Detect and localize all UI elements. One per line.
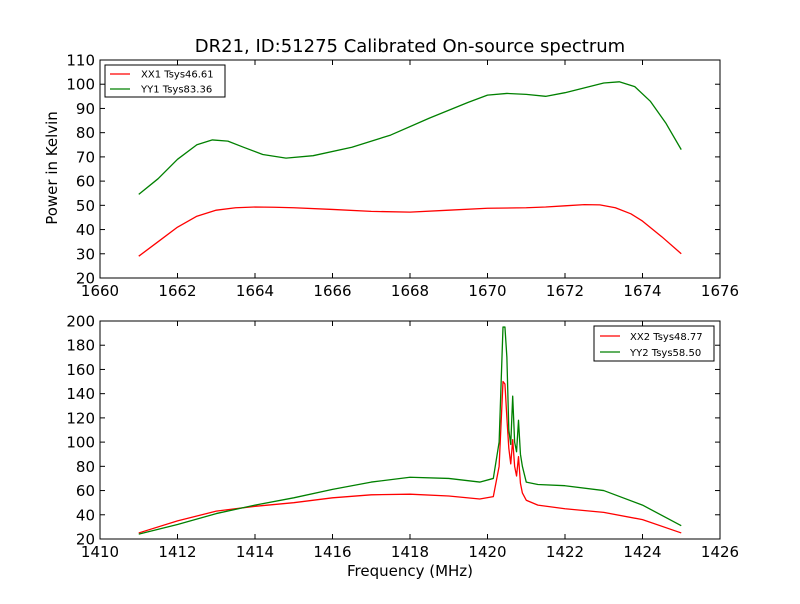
top-legend: XX1 Tsys46.61 YY1 Tsys83.36 xyxy=(104,64,226,98)
series-line-0-1 xyxy=(138,81,682,195)
y-tick-label: 100 xyxy=(66,76,95,94)
legend-entry-yy1: YY1 Tsys83.36 xyxy=(140,85,212,96)
legend-frame xyxy=(593,325,715,362)
y-axis-label: Power in Kelvin xyxy=(43,111,61,225)
x-tick-label: 1660 xyxy=(81,282,119,300)
x-tick-label: 1414 xyxy=(236,543,274,561)
bottom-legend: XX2 Tsys48.77 YY2 Tsys58.50 xyxy=(593,325,715,362)
x-tick-label: 1664 xyxy=(236,282,274,300)
x-tick-label: 1676 xyxy=(701,282,739,300)
x-tick-label: 1422 xyxy=(546,543,584,561)
y-tick-label: 100 xyxy=(66,434,95,452)
x-tick-label: 1672 xyxy=(546,282,584,300)
y-tick-label: 80 xyxy=(76,458,95,476)
y-tick-label: 50 xyxy=(76,197,95,215)
y-tick-label: 110 xyxy=(66,52,95,70)
bottom-chart: Frequency (MHz) 1410 1412 1414 1416 1418 1420… xyxy=(66,313,739,581)
x-tick-label: 1418 xyxy=(391,543,429,561)
series-line-1-0 xyxy=(138,380,682,534)
y-tick-label: 40 xyxy=(76,221,95,239)
y-tick-label: 60 xyxy=(76,173,95,191)
x-tick-label: 1668 xyxy=(391,282,429,300)
y-tick-label: 80 xyxy=(76,124,95,142)
x-tick-label: 1674 xyxy=(623,282,661,300)
y-tick-label: 180 xyxy=(66,337,95,355)
series-line-0-0 xyxy=(138,203,682,257)
y-tick-label: 30 xyxy=(76,245,95,263)
x-tick-label: 1662 xyxy=(158,282,196,300)
y-tick-label: 200 xyxy=(66,313,95,331)
y-tick-label: 20 xyxy=(76,270,95,288)
top-plot-area: 1660 1662 1664 1666 1668 1670 1672 1674 1676 20 30… xyxy=(66,52,739,301)
chart-title: DR21, ID:51275 Calibrated On-source spec… xyxy=(195,36,625,57)
y-tick-label: 120 xyxy=(66,409,95,427)
bottom-plot-area: 1410 1412 1414 1416 1418 1420 1422 1424 1426 20 40… xyxy=(66,313,739,562)
x-axis-label: Frequency (MHz) xyxy=(347,562,473,580)
y-tick-label: 40 xyxy=(76,506,95,524)
y-tick-label: 70 xyxy=(76,148,95,166)
x-tick-label: 1420 xyxy=(468,543,506,561)
y-tick-label: 90 xyxy=(76,100,95,118)
y-tick-label: 140 xyxy=(66,385,95,403)
series-line-1-1 xyxy=(138,326,682,535)
x-tick-label: 1666 xyxy=(313,282,351,300)
legend-frame xyxy=(104,64,226,98)
y-tick-label: 60 xyxy=(76,482,95,500)
x-tick-label: 1426 xyxy=(701,543,739,561)
top-chart: DR21, ID:51275 Calibrated On-source spec… xyxy=(43,36,739,300)
x-tick-label: 1424 xyxy=(623,543,661,561)
y-tick-label: 20 xyxy=(76,531,95,549)
legend-entry-xx1: XX1 Tsys46.61 xyxy=(141,70,214,81)
legend-entry-xx2: XX2 Tsys48.77 xyxy=(630,332,703,343)
x-tick-label: 1416 xyxy=(313,543,351,561)
x-tick-label: 1410 xyxy=(81,543,119,561)
x-tick-label: 1670 xyxy=(468,282,506,300)
legend-entry-yy2: YY2 Tsys58.50 xyxy=(629,348,701,359)
y-tick-label: 160 xyxy=(66,361,95,379)
x-tick-label: 1412 xyxy=(158,543,196,561)
